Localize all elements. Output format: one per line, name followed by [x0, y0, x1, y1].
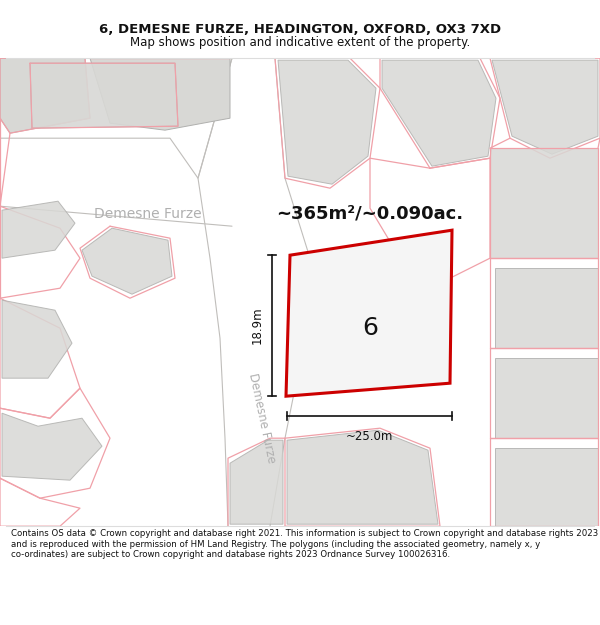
Text: Demesne Furze: Demesne Furze [94, 208, 202, 221]
Text: ~365m²/~0.090ac.: ~365m²/~0.090ac. [277, 204, 464, 222]
Polygon shape [0, 58, 90, 133]
Polygon shape [286, 230, 452, 396]
Text: Demesne Furze: Demesne Furze [246, 372, 278, 464]
Polygon shape [492, 60, 598, 154]
Polygon shape [198, 58, 310, 526]
Polygon shape [287, 430, 438, 524]
Polygon shape [490, 148, 598, 258]
Polygon shape [90, 58, 230, 130]
Polygon shape [2, 201, 75, 258]
Polygon shape [230, 440, 283, 524]
Text: 6, DEMESNE FURZE, HEADINGTON, OXFORD, OX3 7XD: 6, DEMESNE FURZE, HEADINGTON, OXFORD, OX… [99, 23, 501, 36]
Polygon shape [278, 60, 376, 184]
Polygon shape [495, 448, 598, 526]
Text: 6: 6 [362, 316, 378, 340]
Text: ~25.0m: ~25.0m [346, 430, 393, 443]
Polygon shape [382, 60, 496, 166]
Polygon shape [30, 63, 178, 128]
Text: 18.9m: 18.9m [251, 307, 264, 344]
Polygon shape [0, 138, 232, 226]
Polygon shape [2, 413, 102, 480]
Polygon shape [495, 358, 598, 438]
Text: Contains OS data © Crown copyright and database right 2021. This information is : Contains OS data © Crown copyright and d… [11, 529, 598, 559]
Text: Map shows position and indicative extent of the property.: Map shows position and indicative extent… [130, 36, 470, 49]
Polygon shape [495, 268, 598, 348]
Polygon shape [2, 300, 72, 378]
Polygon shape [82, 228, 172, 294]
